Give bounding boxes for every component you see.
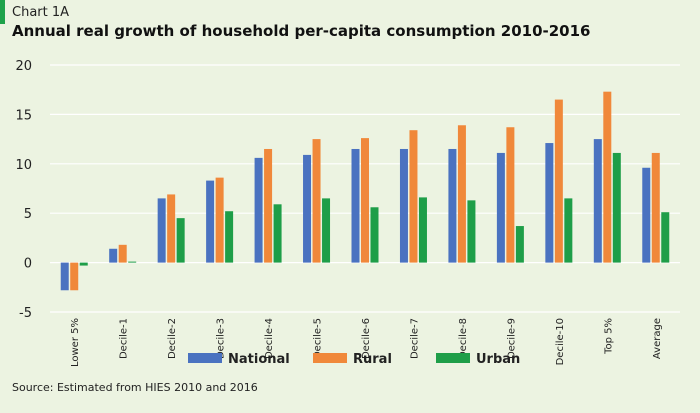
legend-label-rural: Rural (353, 352, 392, 367)
bar-national (593, 139, 602, 263)
x-tick-label: Decile-9 (506, 318, 517, 359)
bar-national (399, 148, 408, 263)
bar-rural (215, 177, 224, 263)
x-tick-label: Decile-7 (409, 318, 420, 359)
x-tick-label: Decile-2 (167, 318, 178, 359)
x-tick-label: Decile-6 (361, 318, 372, 359)
bar-rural (554, 99, 563, 263)
chart-label: Chart 1A (12, 5, 70, 20)
x-tick-label: Decile-10 (555, 318, 566, 365)
bar-national (351, 148, 360, 263)
bar-rural (264, 148, 273, 263)
bar-urban (273, 204, 282, 263)
x-tick-label: Average (652, 318, 663, 359)
legend-label-national: National (228, 352, 290, 367)
bar-rural (603, 91, 612, 263)
bar-national (496, 152, 505, 263)
bar-national (206, 180, 215, 263)
bar-urban (322, 198, 331, 263)
bar-urban (467, 200, 476, 263)
x-tick-label: Decile-1 (119, 318, 130, 359)
source-note: Source: Estimated from HIES 2010 and 201… (12, 381, 258, 394)
bar-rural (70, 262, 79, 291)
x-tick-label: Decile-4 (264, 318, 275, 359)
x-tick-label: Lower 5% (70, 318, 81, 367)
y-tick-label: 10 (15, 158, 32, 173)
bar-rural (651, 152, 660, 263)
legend-swatch-rural (313, 353, 347, 363)
bar-national (448, 148, 457, 263)
bar-national (60, 262, 69, 291)
bar-national (642, 167, 651, 263)
bar-rural (118, 244, 127, 263)
bar-urban (515, 226, 524, 263)
bar-urban (661, 212, 670, 263)
chart-title: Annual real growth of household per-capi… (12, 22, 591, 40)
legend-swatch-national (188, 353, 222, 363)
bar-rural (457, 125, 466, 263)
accent-bar (0, 0, 5, 24)
bar-urban (128, 261, 137, 263)
y-tick-label: 15 (15, 108, 32, 123)
bar-rural (506, 127, 515, 263)
y-tick-label: 20 (15, 59, 32, 74)
bar-urban (418, 197, 427, 263)
bar-national (545, 143, 554, 263)
bar-rural (312, 139, 321, 263)
x-tick-label: Decile-5 (313, 318, 324, 359)
x-tick-label: Top 5% (603, 318, 614, 355)
bar-national (157, 198, 166, 263)
y-tick-label: -5 (19, 306, 32, 321)
legend-swatch-urban (436, 353, 470, 363)
bar-urban (176, 218, 185, 263)
bar-urban (225, 211, 234, 263)
bar-national (303, 154, 312, 263)
bar-rural (409, 130, 418, 263)
bar-rural (361, 138, 369, 263)
bar-urban (612, 152, 621, 263)
x-tick-label: Decile-3 (216, 318, 227, 359)
bar-national (254, 157, 263, 263)
bar-urban (370, 207, 379, 263)
y-tick-label: 0 (24, 257, 32, 272)
bar-rural (167, 194, 176, 263)
bar-urban (79, 262, 88, 266)
x-tick-label: Decile-8 (458, 318, 469, 359)
y-tick-label: 5 (24, 207, 32, 222)
legend-label-urban: Urban (476, 352, 520, 367)
bar-national (109, 248, 118, 263)
bar-urban (564, 198, 573, 263)
